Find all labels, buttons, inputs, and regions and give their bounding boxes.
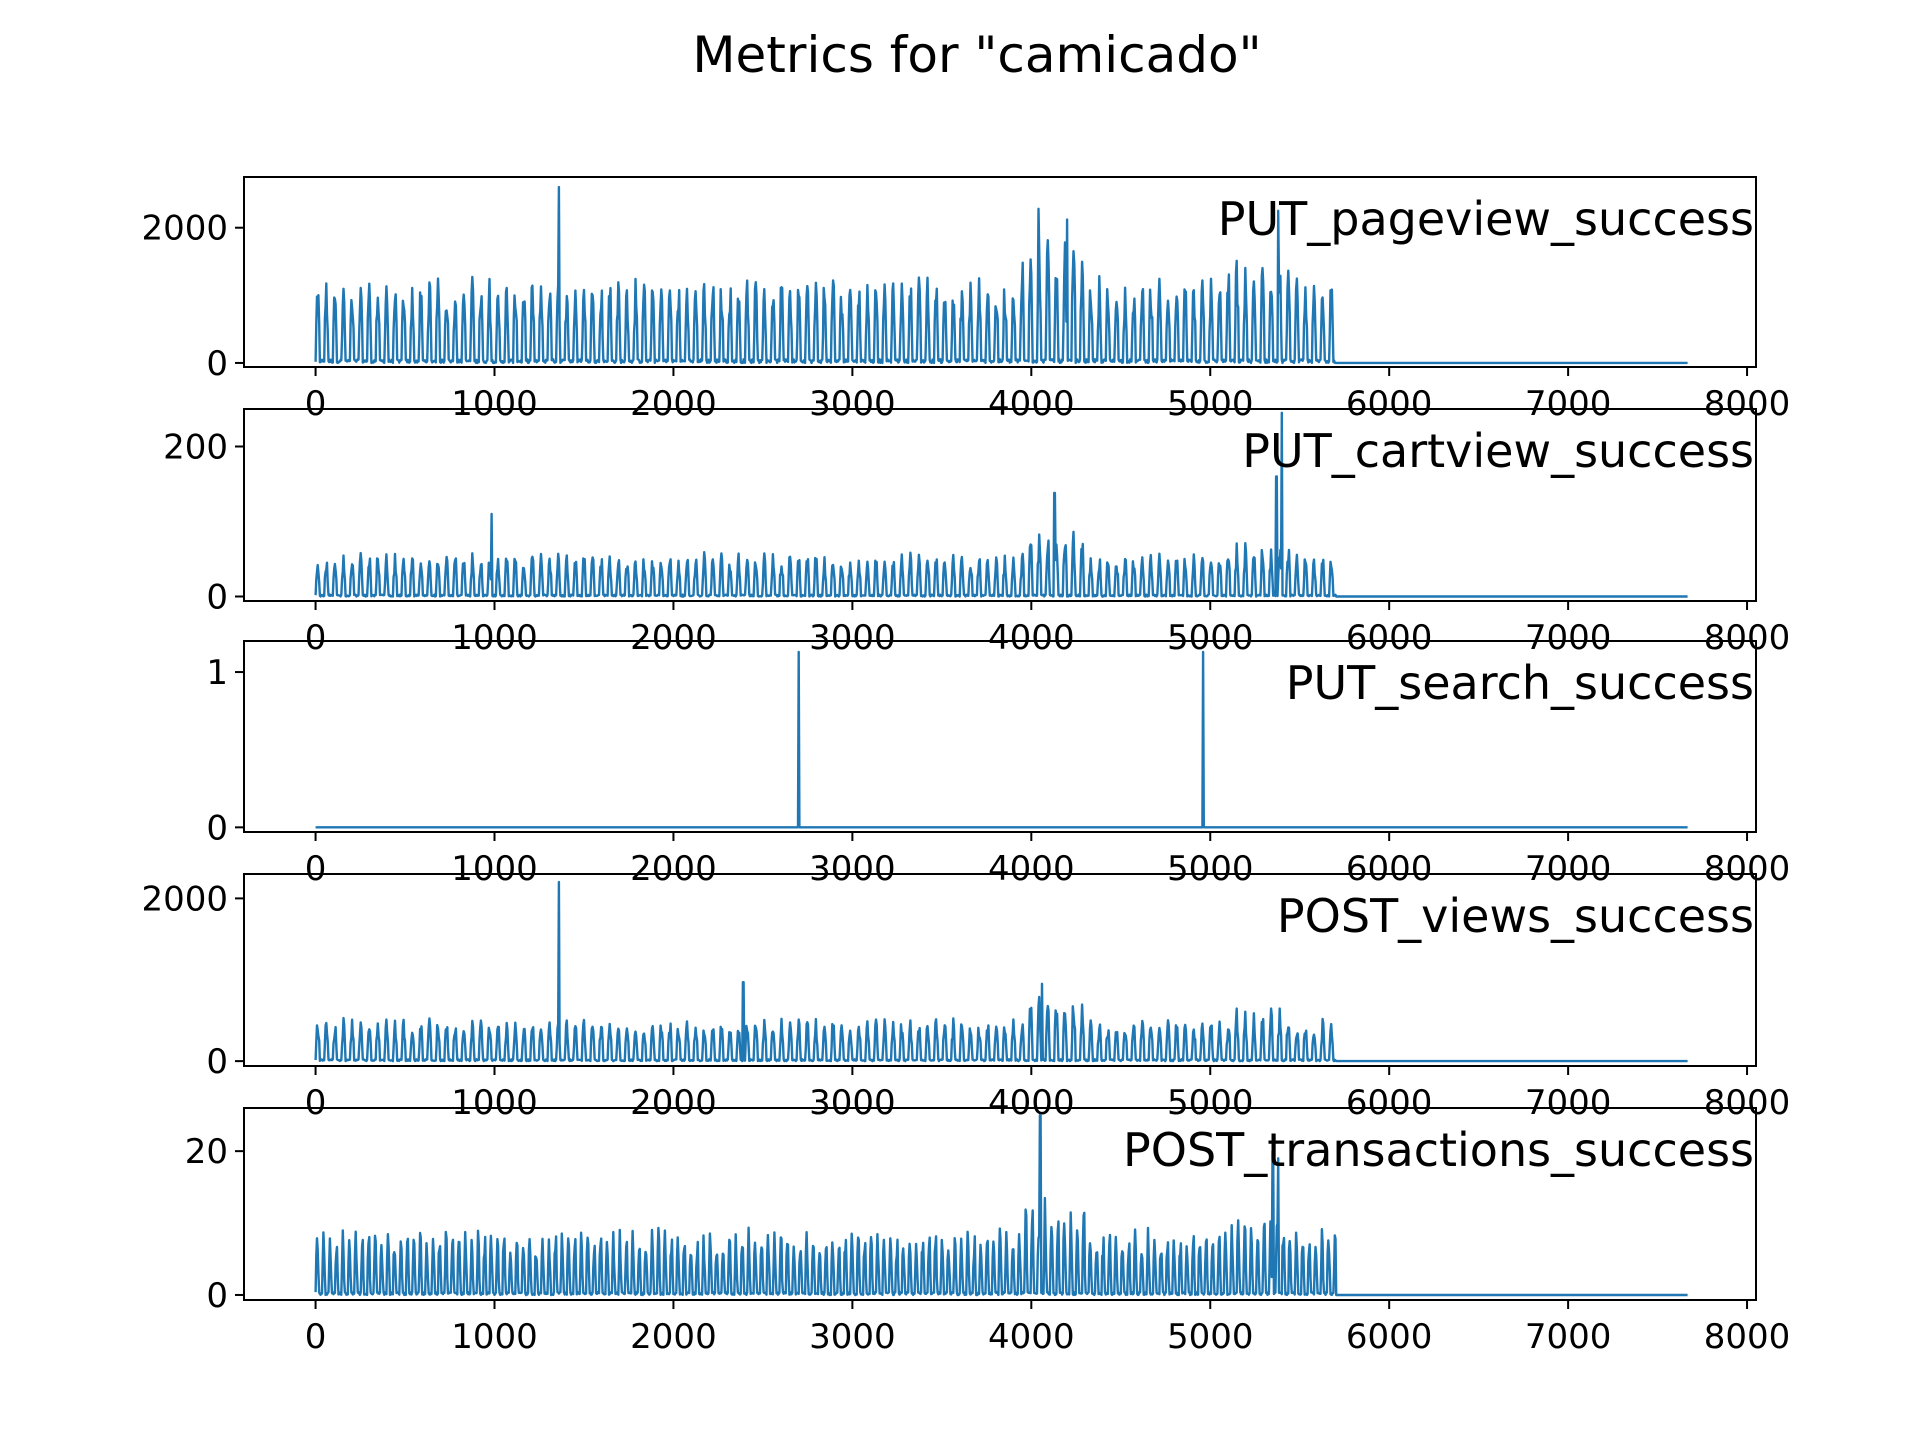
x-tick-label: 6000 bbox=[1346, 849, 1433, 889]
x-tick-label: 0 bbox=[305, 849, 327, 889]
x-tick-label: 5000 bbox=[1167, 384, 1254, 424]
x-tick-label: 5000 bbox=[1167, 1317, 1254, 1357]
y-tick-label: 0 bbox=[206, 808, 228, 848]
x-tick-label: 3000 bbox=[809, 1083, 896, 1123]
series-label: PUT_search_success bbox=[1286, 656, 1754, 710]
x-tick-label: 1000 bbox=[451, 849, 538, 889]
panel-POST_views_success: 0 2000 0 1000 2000 3000 4000 5000 6000 7000 8000 PO… bbox=[141, 873, 1791, 1123]
x-tick-label: 2000 bbox=[630, 1317, 717, 1357]
x-tick-label: 2000 bbox=[630, 1083, 717, 1123]
x-tick-label: 4000 bbox=[988, 849, 1075, 889]
x-tick-label: 8000 bbox=[1704, 618, 1791, 658]
series-line-PUT_cartview_success bbox=[314, 411, 1689, 598]
x-tick-label: 8000 bbox=[1704, 1083, 1791, 1123]
x-tick-label: 6000 bbox=[1346, 1083, 1433, 1123]
x-tick-label: 5000 bbox=[1167, 849, 1254, 889]
y-tick-label: 2000 bbox=[141, 209, 228, 249]
x-tick-label: 2000 bbox=[630, 618, 717, 658]
y-tick-label: 0 bbox=[206, 578, 228, 618]
axes-frame bbox=[243, 873, 1757, 1067]
x-tick-label: 3000 bbox=[809, 384, 896, 424]
y-tick-label: 200 bbox=[163, 428, 228, 468]
x-tick-label: 6000 bbox=[1346, 618, 1433, 658]
panel-POST_transactions_success: 0 20 0 1000 2000 3000 4000 5000 6000 7000 8000 POST… bbox=[185, 1107, 1791, 1357]
panel-PUT_pageview_success: 0 2000 0 1000 2000 3000 4000 5000 6000 7000 8000 PU… bbox=[141, 176, 1791, 424]
y-tick-label: 0 bbox=[206, 1276, 228, 1316]
y-tick-label: 0 bbox=[206, 344, 228, 384]
y-tick-label: 0 bbox=[206, 1042, 228, 1082]
axes-frame bbox=[243, 408, 1757, 602]
chart-title: Metrics for "camicado" bbox=[692, 26, 1261, 84]
x-tick-label: 3000 bbox=[809, 849, 896, 889]
x-tick-label: 7000 bbox=[1525, 1083, 1612, 1123]
x-tick-label: 0 bbox=[305, 1083, 327, 1123]
y-tick-label: 2000 bbox=[141, 879, 228, 919]
x-tick-label: 1000 bbox=[451, 384, 538, 424]
x-tick-label: 1000 bbox=[451, 1083, 538, 1123]
x-tick-label: 8000 bbox=[1704, 1317, 1791, 1357]
panel-PUT_search_success: 0 1 0 1000 2000 3000 4000 5000 6000 7000 8000 PUT_s… bbox=[206, 640, 1791, 889]
axes-frame bbox=[243, 176, 1757, 368]
series-label: POST_transactions_success bbox=[1123, 1123, 1754, 1177]
y-tick-label: 1 bbox=[206, 653, 228, 693]
series-label: PUT_pageview_success bbox=[1218, 192, 1754, 246]
x-tick-label: 1000 bbox=[451, 1317, 538, 1357]
x-tick-label: 5000 bbox=[1167, 618, 1254, 658]
series-line-POST_transactions_success bbox=[314, 1113, 1689, 1297]
x-tick-label: 7000 bbox=[1525, 1317, 1612, 1357]
axes-frame bbox=[243, 640, 1757, 833]
x-tick-label: 7000 bbox=[1525, 618, 1612, 658]
x-tick-label: 3000 bbox=[809, 618, 896, 658]
series-label: PUT_cartview_success bbox=[1242, 424, 1754, 478]
x-tick-label: 2000 bbox=[630, 849, 717, 889]
series-line-POST_views_success bbox=[314, 880, 1689, 1063]
x-tick-label: 2000 bbox=[630, 384, 717, 424]
x-tick-label: 3000 bbox=[809, 1317, 896, 1357]
x-tick-label: 4000 bbox=[988, 384, 1075, 424]
x-tick-label: 6000 bbox=[1346, 1317, 1433, 1357]
x-tick-label: 0 bbox=[305, 1317, 327, 1357]
x-tick-label: 0 bbox=[305, 384, 327, 424]
series-line-PUT_pageview_success bbox=[314, 185, 1689, 365]
x-tick-label: 6000 bbox=[1346, 384, 1433, 424]
x-tick-label: 8000 bbox=[1704, 384, 1791, 424]
x-tick-label: 4000 bbox=[988, 618, 1075, 658]
x-tick-label: 1000 bbox=[451, 618, 538, 658]
x-tick-label: 5000 bbox=[1167, 1083, 1254, 1123]
series-line-PUT_search_success bbox=[315, 650, 1689, 829]
x-tick-label: 4000 bbox=[988, 1083, 1075, 1123]
y-tick-label: 20 bbox=[185, 1132, 228, 1172]
x-tick-label: 0 bbox=[305, 618, 327, 658]
x-tick-label: 7000 bbox=[1525, 849, 1612, 889]
series-label: POST_views_success bbox=[1277, 889, 1754, 943]
x-tick-label: 8000 bbox=[1704, 849, 1791, 889]
axes-frame bbox=[243, 1107, 1757, 1301]
x-tick-label: 7000 bbox=[1525, 384, 1612, 424]
x-tick-label: 4000 bbox=[988, 1317, 1075, 1357]
